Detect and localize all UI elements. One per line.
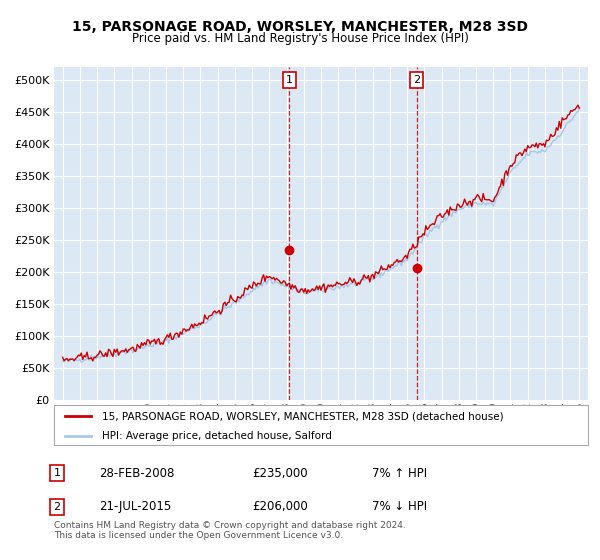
FancyBboxPatch shape bbox=[54, 405, 588, 445]
Text: 15, PARSONAGE ROAD, WORSLEY, MANCHESTER, M28 3SD: 15, PARSONAGE ROAD, WORSLEY, MANCHESTER,… bbox=[72, 20, 528, 34]
Text: 2: 2 bbox=[413, 75, 420, 85]
Text: Contains HM Land Registry data © Crown copyright and database right 2024.
This d: Contains HM Land Registry data © Crown c… bbox=[54, 521, 406, 540]
Text: £206,000: £206,000 bbox=[252, 500, 308, 514]
Text: 21-JUL-2015: 21-JUL-2015 bbox=[99, 500, 171, 514]
Text: 28-FEB-2008: 28-FEB-2008 bbox=[99, 466, 175, 480]
Text: Price paid vs. HM Land Registry's House Price Index (HPI): Price paid vs. HM Land Registry's House … bbox=[131, 32, 469, 45]
Text: 7% ↓ HPI: 7% ↓ HPI bbox=[372, 500, 427, 514]
Text: 2: 2 bbox=[53, 502, 61, 512]
Text: £235,000: £235,000 bbox=[252, 466, 308, 480]
Text: 7% ↑ HPI: 7% ↑ HPI bbox=[372, 466, 427, 480]
Text: 15, PARSONAGE ROAD, WORSLEY, MANCHESTER, M28 3SD (detached house): 15, PARSONAGE ROAD, WORSLEY, MANCHESTER,… bbox=[102, 411, 503, 421]
Text: HPI: Average price, detached house, Salford: HPI: Average price, detached house, Salf… bbox=[102, 431, 332, 441]
Text: 1: 1 bbox=[286, 75, 293, 85]
Text: 1: 1 bbox=[53, 468, 61, 478]
